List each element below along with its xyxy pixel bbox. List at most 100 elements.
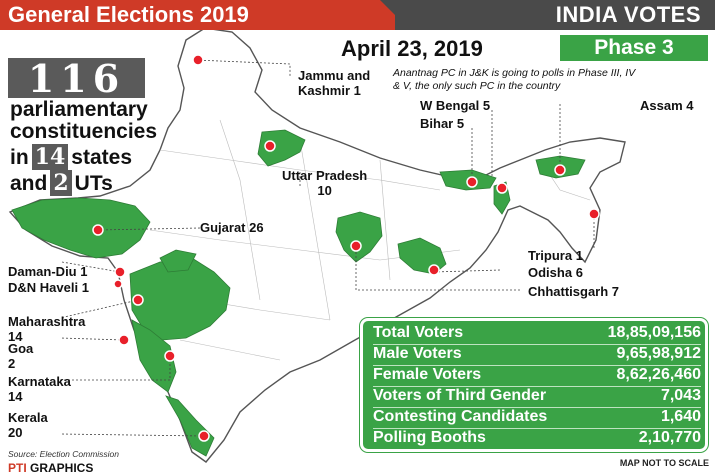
label-karnataka-seats: 14	[8, 389, 23, 404]
election-date: April 23, 2019	[341, 36, 483, 61]
states-count: 14	[31, 144, 69, 170]
stat-label: Female Voters	[373, 366, 482, 383]
header-divider	[380, 0, 410, 30]
label-odisha-name: Odisha	[528, 265, 573, 280]
voter-stats-panel: Total Voters 18,85,09,156 Male Voters 9,65…	[360, 318, 708, 452]
label-tripura-seats: 1	[575, 248, 583, 263]
region-karnataka	[131, 319, 177, 393]
marker-karnataka	[164, 350, 176, 362]
marker-assam	[554, 164, 566, 176]
stat-value: 1,640	[660, 408, 701, 425]
label-gujarat: Gujarat 26	[200, 220, 264, 235]
label-jk-seats: 1	[353, 83, 361, 98]
stat-row: Voters of Third Gender 7,043	[373, 387, 701, 408]
stat-row: Female Voters 8,62,26,460	[373, 366, 701, 387]
marker-bihar	[466, 176, 478, 188]
label-bihar-seats: 5	[456, 116, 465, 131]
constituency-count-box: 116	[8, 56, 145, 101]
label-jk-name: Jammu and	[298, 68, 371, 83]
summary-states: states	[71, 146, 132, 169]
stat-divider	[373, 344, 701, 345]
label-chhattisgarh-name: Chhattisgarh	[528, 284, 609, 299]
label-tripura-name: Tripura	[528, 248, 573, 263]
stat-divider	[373, 407, 701, 408]
marker-jk	[192, 54, 204, 66]
label-goa: Goa 2	[8, 341, 33, 371]
marker-odisha	[428, 264, 440, 276]
header-title: General Elections 2019	[8, 2, 249, 27]
stat-value: 2,10,770	[638, 429, 701, 446]
stat-label: Contesting Candidates	[373, 408, 548, 425]
summary-line3: in 14 states	[10, 144, 132, 170]
stat-value: 8,62,26,460	[616, 366, 701, 383]
label-up: Uttar Pradesh 10	[282, 168, 367, 198]
uts-count: 2	[50, 170, 72, 196]
summary-line4: and 2 UTs	[10, 170, 113, 196]
region-gujarat	[11, 197, 151, 259]
region-uttar-pradesh	[257, 129, 306, 167]
label-jk-name2: Kashmir	[298, 83, 351, 98]
brand-text: GRAPHICS	[30, 461, 94, 475]
label-daman-name: Daman-Diu	[8, 264, 77, 279]
label-wbengal: W Bengal 5	[420, 98, 490, 113]
header-right-bar: INDIA VOTES	[395, 0, 715, 30]
source-note: Source: Election Commission	[8, 449, 120, 459]
marker-dnh	[113, 279, 123, 289]
stat-divider	[373, 365, 701, 366]
header-title-bar: General Elections 2019	[0, 0, 395, 30]
stat-value: 18,85,09,156	[607, 324, 701, 341]
stat-row: Total Voters 18,85,09,156	[373, 324, 701, 345]
marker-kerala	[198, 430, 210, 442]
marker-tripura	[588, 208, 600, 220]
label-up-seats: 10	[317, 183, 332, 198]
label-assam-seats: 4	[686, 98, 694, 113]
label-karnataka-name: Karnataka	[8, 374, 71, 389]
label-wbengal-name: W Bengal	[420, 98, 480, 113]
label-bihar-name: Bihar	[420, 116, 454, 131]
stat-row: Male Voters 9,65,98,912	[373, 345, 701, 366]
label-daman-seats: 1	[80, 264, 88, 279]
marker-wb	[496, 182, 508, 194]
stat-value: 9,65,98,912	[616, 345, 701, 362]
phase-badge: Phase 3	[560, 35, 708, 61]
label-odisha-seats: 6	[575, 265, 583, 280]
marker-gujarat	[92, 224, 104, 236]
label-dnh: D&N Haveli 1	[8, 280, 89, 295]
brand-prefix: PTI	[8, 461, 27, 475]
label-tripura: Tripura 1	[528, 248, 583, 263]
brand-logo: PTI GRAPHICS	[8, 461, 93, 475]
label-dnh-seats: 1	[81, 280, 89, 295]
header-right-title: INDIA VOTES	[555, 2, 701, 27]
region-mp-strip	[159, 249, 197, 273]
stat-row: Polling Booths 2,10,770	[373, 429, 701, 448]
marker-maharashtra	[132, 294, 144, 306]
label-jk-line2: Kashmir 1	[298, 83, 370, 98]
stat-label: Voters of Third Gender	[373, 387, 547, 404]
label-goa-name: Goa	[8, 341, 34, 356]
stat-value: 7,043	[660, 387, 701, 404]
label-bihar: Bihar 5	[420, 116, 464, 131]
label-kerala-seats: 20	[8, 425, 23, 440]
region-chhattisgarh	[335, 211, 383, 263]
label-kerala-name: Kerala	[8, 410, 48, 425]
scale-note: MAP NOT TO SCALE	[619, 458, 709, 468]
marker-goa	[118, 334, 130, 346]
constituency-count: 116	[27, 56, 126, 101]
label-maharashtra-name: Maharashtra	[8, 314, 86, 329]
label-jk: Jammu and Kashmir 1	[298, 68, 370, 98]
summary-in: in	[10, 146, 29, 169]
anantnag-note: Anantnag PC in J&K is going to polls in …	[393, 67, 636, 92]
label-goa-seats: 2	[8, 356, 16, 371]
summary-line2: constituencies	[10, 120, 158, 143]
label-kerala: Kerala 20	[8, 410, 48, 440]
stat-divider	[373, 386, 701, 387]
label-maharashtra-seats: 14	[8, 329, 23, 344]
summary-uts: UTs	[74, 172, 113, 195]
marker-up	[264, 140, 276, 152]
label-chhattisgarh-seats: 7	[611, 284, 620, 299]
label-gujarat-name: Gujarat	[200, 220, 246, 235]
label-odisha: Odisha 6	[528, 265, 583, 280]
label-assam: Assam 4	[640, 98, 694, 113]
label-gujarat-seats: 26	[249, 220, 264, 235]
label-daman-diu: Daman-Diu 1	[8, 264, 87, 279]
